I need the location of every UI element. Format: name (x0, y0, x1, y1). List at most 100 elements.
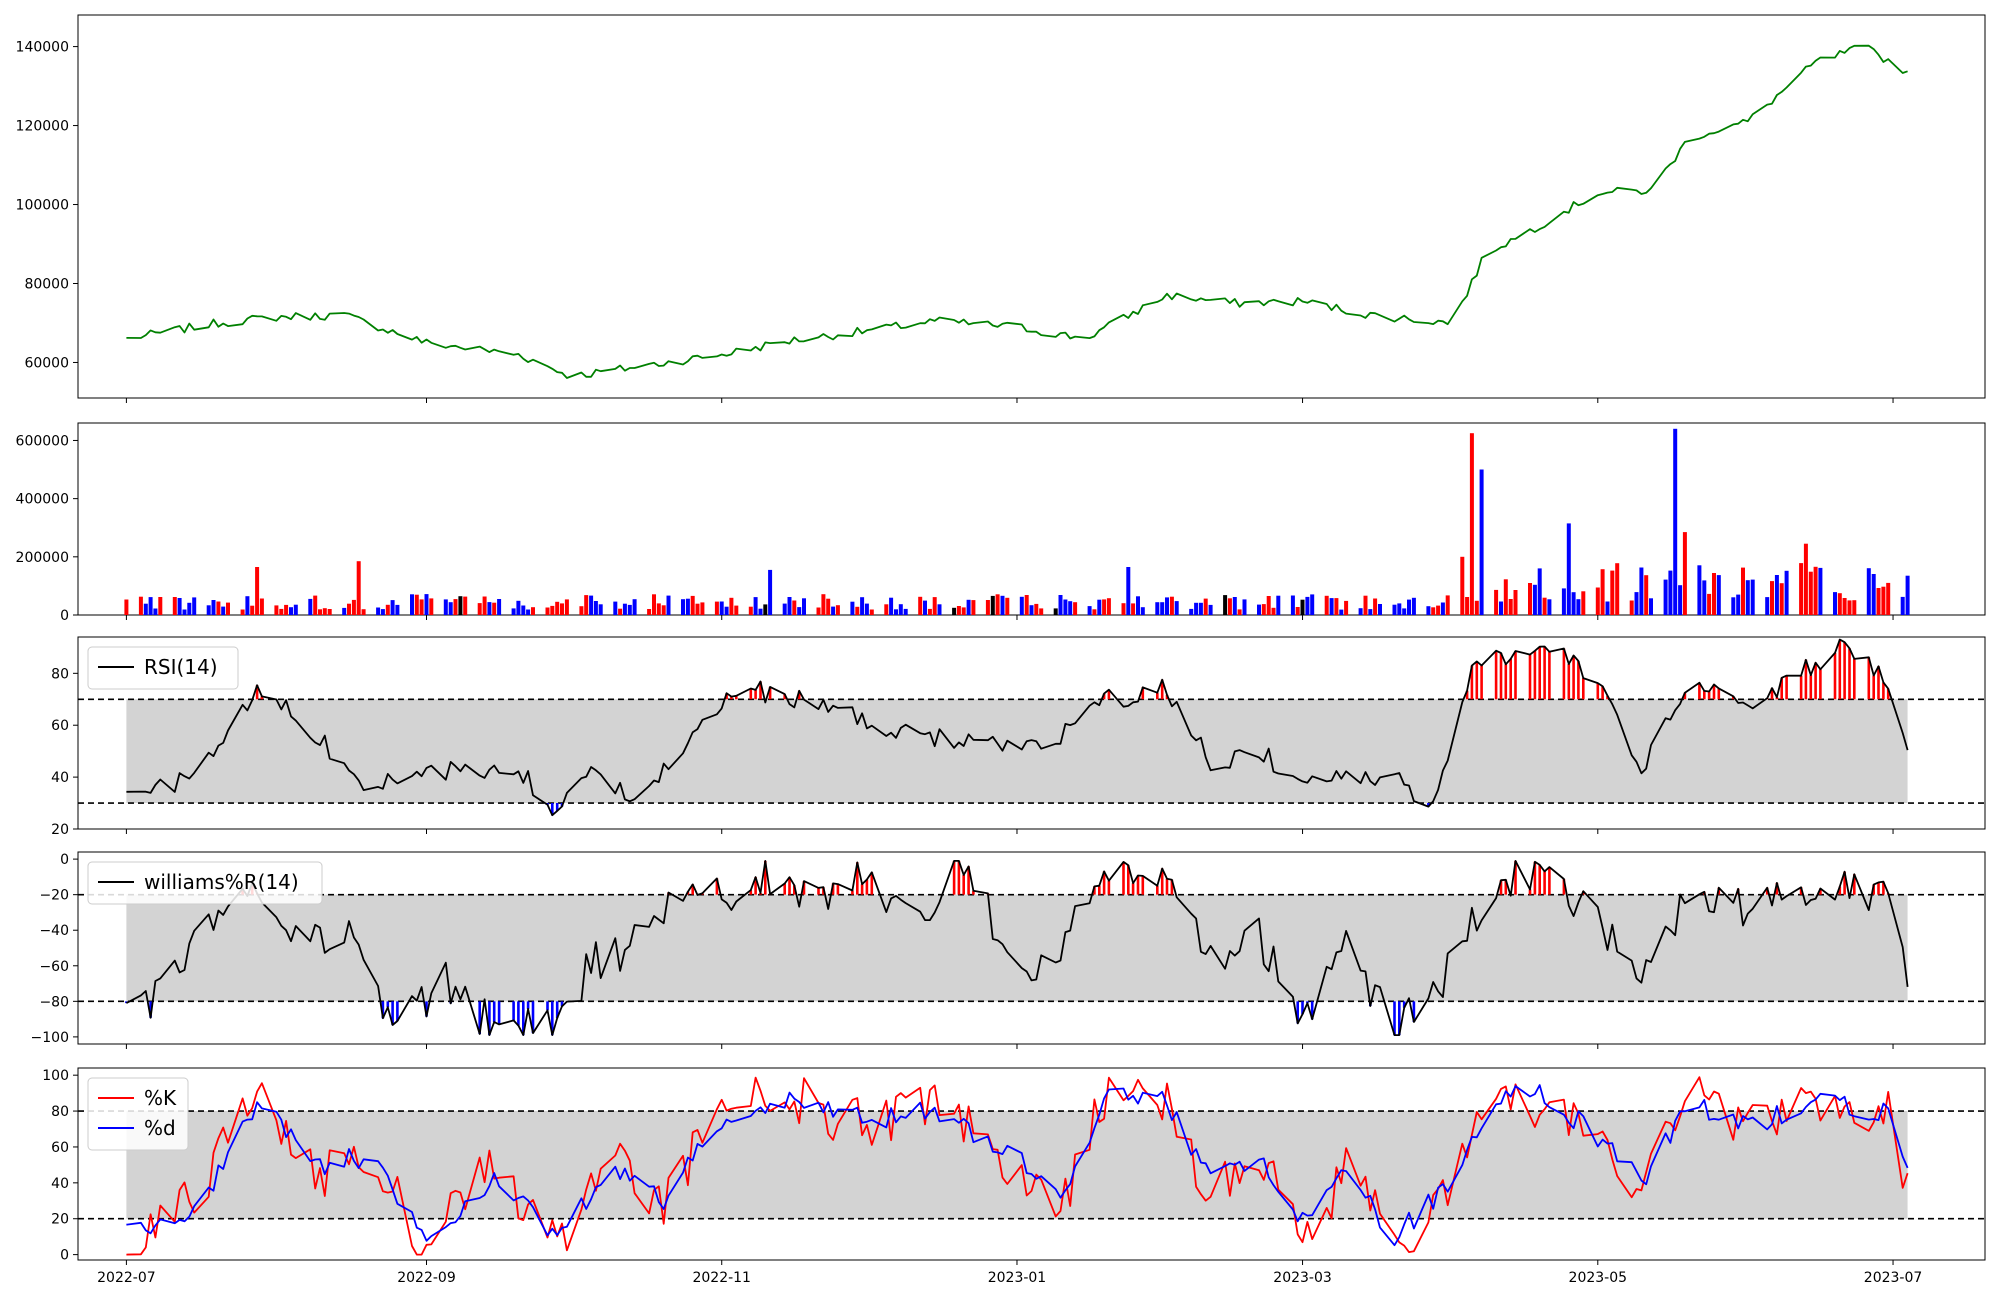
volume-bar (661, 605, 666, 615)
volume-bar (884, 604, 889, 615)
volume-bar (1232, 597, 1237, 615)
volume-bar (579, 606, 584, 615)
volume-bar (1155, 602, 1160, 615)
stoch-legend-label: %d (144, 1116, 176, 1140)
stoch-d-line (126, 1084, 1909, 1247)
volume-bar (148, 597, 153, 615)
volume-bar (526, 609, 531, 615)
volume-bar (564, 599, 569, 615)
stoch-ytick-label: 80 (51, 1104, 69, 1120)
volume-bar (695, 603, 700, 615)
volume-bar (1678, 585, 1683, 615)
volume-bar (1305, 596, 1310, 615)
price-panel-frame (77, 14, 1986, 399)
volume-bar (1242, 599, 1247, 615)
price-ytick-label: 80000 (24, 276, 69, 292)
volume-bar (1436, 605, 1441, 615)
volume-bar (593, 601, 598, 615)
volume-bar (826, 598, 831, 615)
volume-bar (923, 600, 927, 615)
volume-bar (1000, 595, 1005, 615)
volume-bar (1605, 601, 1610, 615)
volume-bar (990, 595, 995, 615)
volume-bar (1194, 602, 1199, 615)
volume-bar (753, 597, 758, 615)
volume-bar (1368, 609, 1373, 615)
williams-panel-frame (77, 851, 1986, 1045)
volume-bar (380, 609, 385, 615)
volume-bar (889, 597, 894, 615)
volume-bar (1324, 595, 1329, 615)
volume-bar (1334, 598, 1339, 615)
volume-bar (1189, 608, 1194, 615)
volume-bar (458, 596, 463, 615)
volume-bar (255, 567, 260, 615)
stoch-panel-frame (77, 1067, 1986, 1261)
volume-bar (1019, 596, 1024, 615)
volume-bar (1087, 606, 1092, 615)
volume-bar (1203, 598, 1208, 615)
volume-bar (927, 608, 932, 615)
price-ytick-label: 120000 (16, 119, 69, 135)
volume-bar (1344, 600, 1349, 615)
volume-ytick-label: 0 (60, 608, 69, 624)
volume-bar (1537, 568, 1542, 615)
volume-bar (647, 609, 652, 615)
volume-bar (1266, 596, 1271, 615)
volume-bar (511, 608, 516, 615)
stoch-ytick-label: 60 (51, 1140, 69, 1156)
volume-bar (419, 599, 424, 615)
volume-bar (172, 597, 177, 615)
volume-bar (487, 602, 492, 615)
volume-bar (376, 607, 381, 615)
volume-bar (1668, 570, 1673, 615)
volume-bar (656, 603, 661, 615)
volume-bar (1339, 609, 1344, 615)
volume-bar (356, 561, 361, 615)
volume-bar (792, 600, 797, 615)
volume-bar (216, 601, 221, 615)
volume-bar (1029, 605, 1034, 615)
volume-bar (952, 607, 957, 615)
volume-bar (1905, 575, 1910, 615)
stoch-k-line (126, 1076, 1909, 1256)
volume-bar (1866, 568, 1871, 615)
volume-bar (1644, 575, 1649, 615)
volume-bar (690, 595, 695, 615)
xtick-label: 2023-01 (988, 1270, 1047, 1286)
rsi-legend-label: RSI(14) (144, 655, 218, 679)
volume-bar (1426, 606, 1431, 615)
volume-bar (860, 597, 865, 615)
volume-bar (1833, 592, 1837, 615)
volume-bar (250, 605, 255, 615)
volume-bar (632, 599, 637, 615)
volume-bar (1223, 595, 1228, 615)
volume-bar (1702, 580, 1707, 615)
volume-bar (221, 606, 226, 615)
volume-ytick-label: 200000 (16, 550, 69, 566)
volume-bar (748, 606, 753, 615)
xtick-label: 2023-03 (1273, 1270, 1332, 1286)
volume-bar (956, 606, 961, 615)
volume-bar (898, 604, 903, 615)
volume-bar (284, 604, 289, 615)
volume-bar (1532, 584, 1537, 615)
volume-bar (782, 603, 787, 615)
volume-bar (985, 600, 990, 615)
volume-bar (613, 601, 618, 615)
rsi-ytick-label: 20 (51, 822, 69, 838)
williams-legend-label: williams%R(14) (144, 870, 299, 894)
stoch-legend (87, 1077, 189, 1151)
volume-bar (192, 597, 197, 615)
volume-bar (1871, 574, 1876, 615)
volume-bar (1745, 580, 1750, 615)
volume-bar (1547, 599, 1552, 615)
volume-bar (1784, 570, 1789, 615)
volume-bar (1136, 596, 1140, 615)
williams-ytick-label: −40 (39, 923, 69, 939)
volume-bar (1639, 567, 1644, 615)
volume-bar (1842, 598, 1847, 615)
xtick-label: 2022-11 (692, 1270, 751, 1286)
price-ytick-label: 60000 (24, 355, 69, 371)
volume-bar (361, 609, 366, 615)
